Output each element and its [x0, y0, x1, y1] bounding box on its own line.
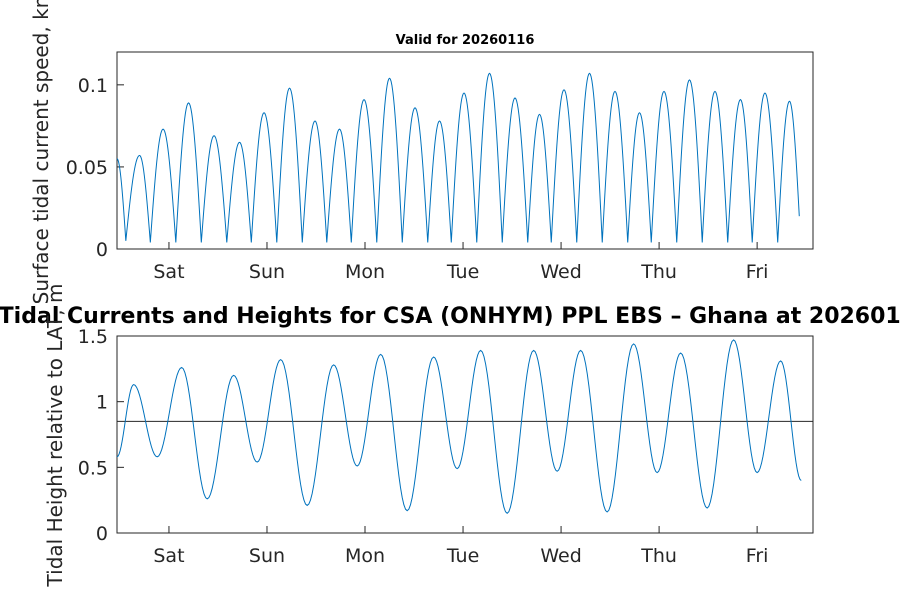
tidal-height-x-tick-label: Sat: [153, 545, 184, 567]
tidal-height-y-tick-label: 1.5: [78, 326, 108, 348]
tidal-height-x-tick-label: Fri: [746, 545, 769, 567]
current-speed-x-tick-label: Sun: [249, 261, 285, 283]
current-speed-x-tick-label: Mon: [345, 261, 385, 283]
current-speed-x-tick-label: Thu: [640, 261, 677, 283]
tidal-height-y-tick-label: 0.5: [78, 457, 108, 479]
current-speed-x-tick-label: Wed: [540, 261, 581, 283]
current-speed-x-tick-label: Tue: [446, 261, 479, 283]
current-speed-y-axis-label: Surface tidal current speed, kn: [29, 0, 53, 304]
tidal-height-y-tick-label: 0: [96, 523, 108, 545]
current-speed-x-ticks: Sat Sun Mon Tue Wed Thu Fri: [153, 242, 768, 283]
tidal-height-x-tick-label: Tue: [446, 545, 479, 567]
current-speed-y-tick-label: 0: [96, 239, 108, 261]
tidal-height-x-tick-label: Thu: [640, 545, 677, 567]
tidal-height-plot-area: [116, 335, 814, 534]
current-speed-series-line: [116, 72, 800, 243]
current-speed-chart-title: Valid for 20260116: [396, 33, 535, 48]
tidal-height-x-tick-label: Wed: [540, 545, 581, 567]
current-speed-y-ticks: 0 0.05 0.1: [66, 75, 124, 261]
tidal-height-x-tick-label: Mon: [345, 545, 385, 567]
tidal-height-x-ticks: Sat Sun Mon Tue Wed Thu Fri: [153, 526, 768, 567]
tidal-height-chart-title: Tidal Currents and Heights for CSA (ONHY…: [0, 304, 900, 329]
current-speed-x-tick-label: Fri: [746, 261, 769, 283]
tidal-height-x-tick-label: Sun: [249, 545, 285, 567]
current-speed-x-tick-label: Sat: [153, 261, 184, 283]
tidal-height-y-ticks: 0 0.5 1 1.5: [78, 326, 124, 545]
current-speed-chart: Valid for 20260116 0 0.05 0.1 Sat Sun Mon Tue…: [29, 0, 814, 304]
current-speed-plot-area: [116, 51, 814, 250]
tidal-height-chart: Tidal Currents and Heights for CSA (ONHY…: [0, 284, 900, 588]
current-speed-y-tick-label: 0.05: [66, 157, 108, 179]
tidal-height-y-tick-label: 1: [96, 392, 108, 414]
tidal-height-series-line: [116, 339, 802, 514]
tidal-height-y-axis-label: Tidal Height relative to LAT, m: [43, 284, 67, 588]
current-speed-y-tick-label: 0.1: [78, 75, 108, 97]
